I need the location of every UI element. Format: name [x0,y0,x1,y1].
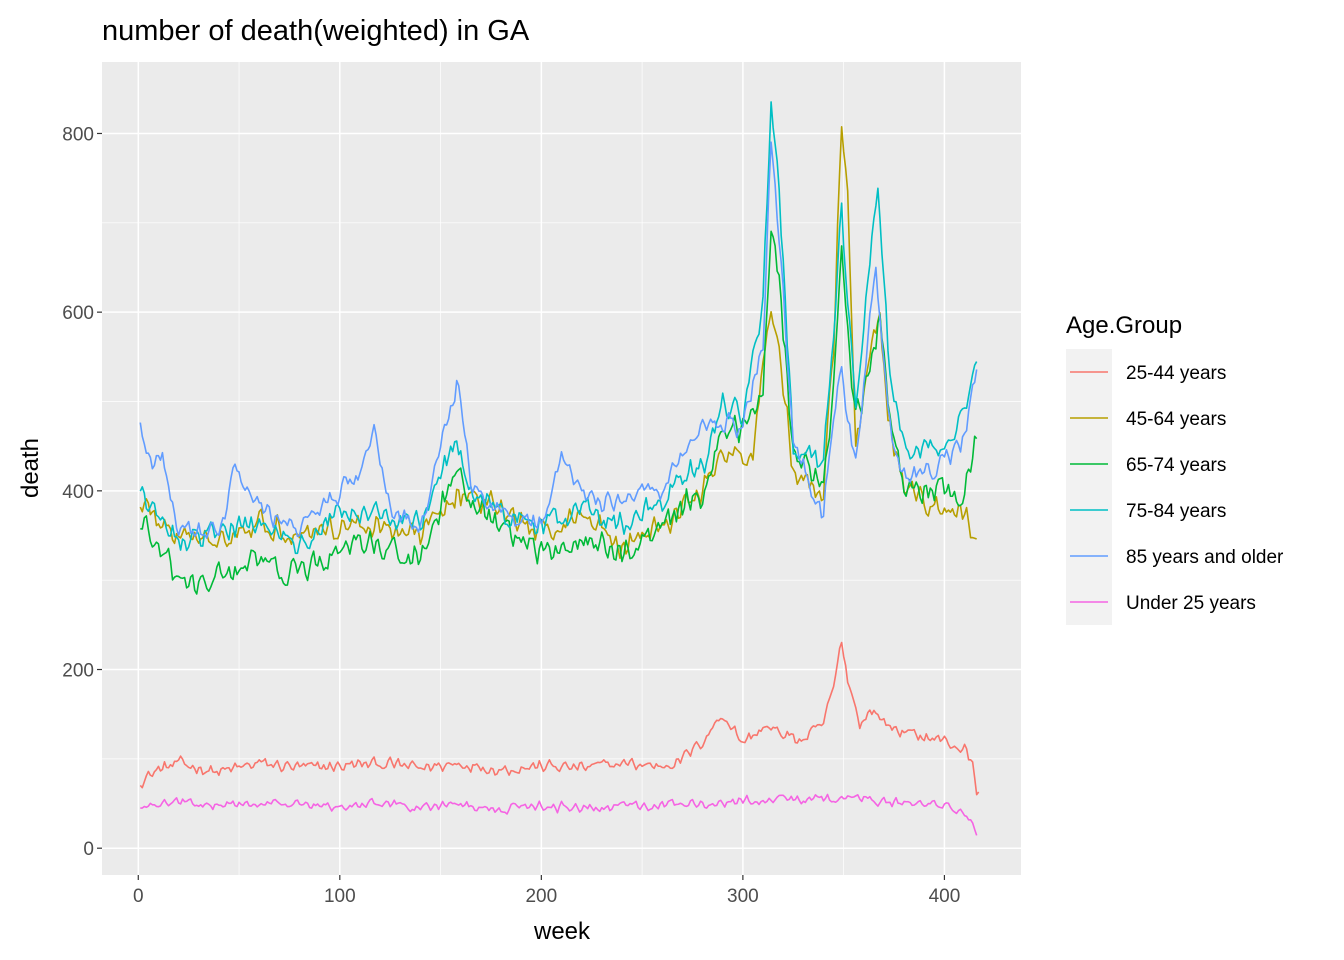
series-layer [139,101,980,836]
y-tick-label: 400 [62,482,94,503]
y-axis-title: death [17,438,44,498]
series-line-25-44-years [139,641,980,796]
x-tick-label: 100 [324,886,356,907]
legend-label: Under 25 years [1126,593,1256,614]
series-line-under-25-years [140,793,978,836]
x-axis: 0 100 200 300 400 [133,875,960,907]
x-tick-label: 400 [929,886,961,907]
series-line-75-84-years [139,101,978,555]
x-tick-label: 300 [727,886,759,907]
series-line-65-74-years [140,230,978,595]
series-line-85-years-and-older [139,141,978,539]
y-axis: 0 200 400 600 800 [62,124,102,860]
grid-layer [102,62,1021,875]
y-tick-label: 800 [62,124,94,145]
legend-label: 25-44 years [1126,363,1226,384]
y-tick-label: 200 [62,661,94,682]
plot-panel [102,62,1021,875]
legend-title: Age.Group [1066,312,1182,339]
legend: Age.Group 25-44 years 45-64 years 65-74 ye… [1066,312,1284,625]
series-line-45-64-years [139,126,977,560]
y-tick-label: 0 [83,839,94,860]
legend-key-background [1066,349,1112,625]
x-axis-title: week [533,918,591,945]
legend-label: 65-74 years [1126,455,1226,476]
x-tick-label: 0 [133,886,144,907]
chart-title: number of death(weighted) in GA [102,15,530,47]
y-tick-label: 600 [62,303,94,324]
legend-label: 75-84 years [1126,501,1226,522]
x-tick-label: 200 [525,886,557,907]
legend-label: 45-64 years [1126,409,1226,430]
legend-label: 85 years and older [1126,547,1284,568]
